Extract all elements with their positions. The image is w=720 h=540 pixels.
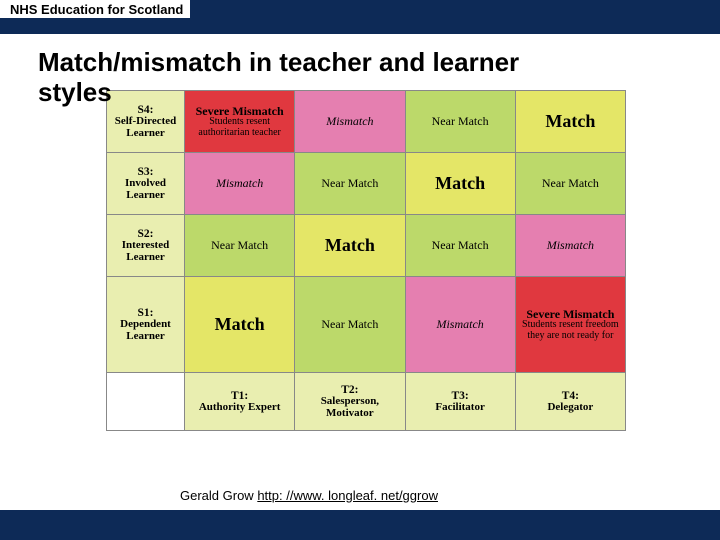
col-header: T3:Facilitator xyxy=(405,373,515,431)
cell-mismatch: Mismatch xyxy=(515,215,625,277)
footer-bar xyxy=(0,510,720,540)
row-header: S2:Interested Learner xyxy=(107,215,185,277)
cell-severe-mismatch: Severe MismatchStudents resent freedom t… xyxy=(515,277,625,373)
cell-near-match: Near Match xyxy=(515,153,625,215)
cell-near-match: Near Match xyxy=(185,215,295,277)
cell-near-match: Near Match xyxy=(405,215,515,277)
cell-mismatch: Mismatch xyxy=(185,153,295,215)
title-line2: styles xyxy=(38,77,112,107)
cell-near-match: Near Match xyxy=(295,277,405,373)
cell-match: Match xyxy=(405,153,515,215)
header-bar: NHS Education for Scotland xyxy=(0,0,720,34)
attribution-link[interactable]: http: //www. longleaf. net/ggrow xyxy=(257,488,438,503)
org-name: NHS Education for Scotland xyxy=(0,0,190,17)
page-title: Match/mismatch in teacher and learner st… xyxy=(38,48,720,108)
cell-mismatch: Mismatch xyxy=(405,277,515,373)
col-header: T1:Authority Expert xyxy=(185,373,295,431)
header-fill xyxy=(190,0,720,34)
corner-blank xyxy=(107,373,185,431)
cell-near-match: Near Match xyxy=(295,153,405,215)
row-header: S3:Involved Learner xyxy=(107,153,185,215)
attribution: Gerald Grow http: //www. longleaf. net/g… xyxy=(180,488,438,503)
cell-match: Match xyxy=(295,215,405,277)
row-header: S1:Dependent Learner xyxy=(107,277,185,373)
title-line1: Match/mismatch in teacher and learner xyxy=(38,47,519,77)
match-mismatch-matrix: S4:Self-Directed LearnerSevere MismatchS… xyxy=(106,90,626,431)
col-header: T4:Delegator xyxy=(515,373,625,431)
col-header: T2:Salesperson, Motivator xyxy=(295,373,405,431)
matrix-table: S4:Self-Directed LearnerSevere MismatchS… xyxy=(106,90,626,431)
attribution-author: Gerald Grow xyxy=(180,488,257,503)
cell-match: Match xyxy=(185,277,295,373)
